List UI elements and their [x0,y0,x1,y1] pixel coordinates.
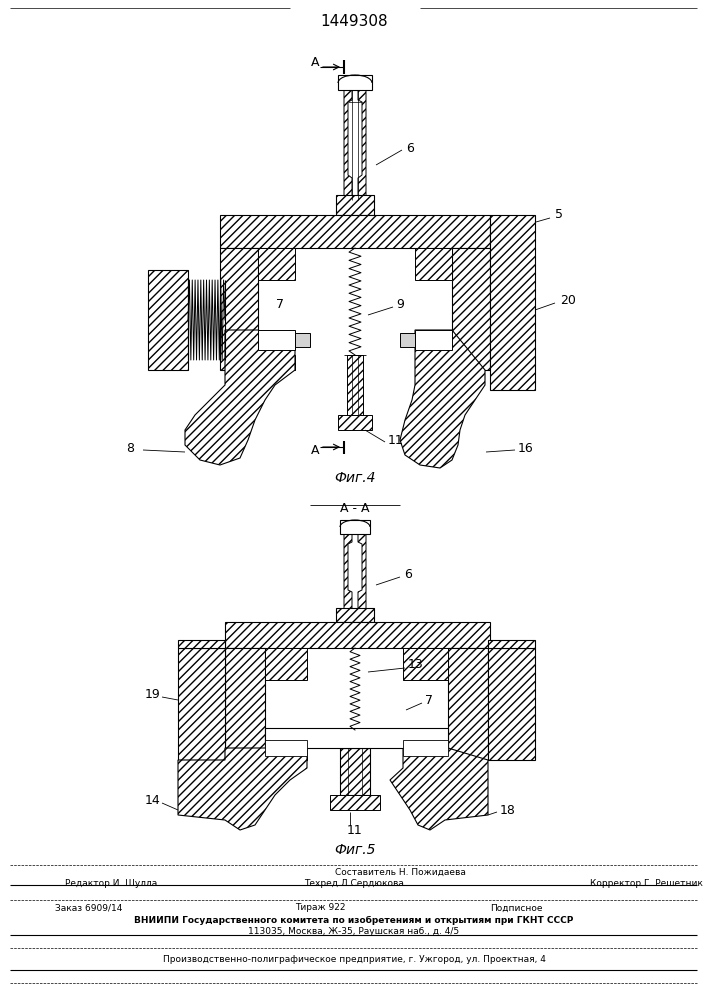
Text: Заказ 6909/14: Заказ 6909/14 [55,904,122,912]
Polygon shape [415,330,452,350]
Text: 6: 6 [404,568,412,582]
Polygon shape [358,534,366,610]
Polygon shape [178,648,225,760]
Text: A: A [311,444,320,456]
Polygon shape [220,215,490,248]
Polygon shape [265,728,448,748]
Polygon shape [403,740,448,756]
Polygon shape [488,640,535,648]
Text: Тираж 922: Тираж 922 [295,904,345,912]
Polygon shape [400,333,415,347]
Polygon shape [403,648,448,680]
Polygon shape [390,748,488,830]
Polygon shape [225,622,490,648]
Polygon shape [225,648,265,760]
Polygon shape [178,748,307,830]
Text: Производственно-полиграфическое предприятие, г. Ужгород, ул. Проектная, 4: Производственно-полиграфическое предприя… [163,956,545,964]
Polygon shape [178,640,225,648]
Text: 9: 9 [396,298,404,312]
Text: 5: 5 [555,209,563,222]
Text: 1449308: 1449308 [320,14,388,29]
Polygon shape [490,215,535,390]
Polygon shape [258,355,295,370]
Text: A - A: A - A [340,502,370,514]
Polygon shape [344,90,352,200]
Polygon shape [265,648,307,680]
Polygon shape [336,608,374,622]
Polygon shape [358,90,366,200]
Text: Редактор И. Шулла: Редактор И. Шулла [65,879,157,888]
Polygon shape [403,730,448,760]
Text: A: A [311,55,320,68]
Polygon shape [336,195,374,215]
Polygon shape [415,355,452,370]
Polygon shape [295,333,310,347]
Text: 6: 6 [406,141,414,154]
Text: 11: 11 [347,824,363,836]
Text: 11: 11 [388,434,404,446]
Polygon shape [452,248,490,370]
Text: 16: 16 [518,442,534,454]
Text: 20: 20 [560,294,576,306]
Polygon shape [340,748,370,795]
Text: 13: 13 [408,658,423,672]
Polygon shape [148,270,188,370]
Text: 113035, Москва, Ж-35, Раушская наб., д. 4/5: 113035, Москва, Ж-35, Раушская наб., д. … [248,926,460,936]
Polygon shape [265,730,307,760]
Text: Корректор Г. Решетник: Корректор Г. Решетник [590,879,703,888]
Text: Фиг.5: Фиг.5 [334,843,375,857]
Text: 14: 14 [144,794,160,806]
Polygon shape [338,415,372,430]
Polygon shape [338,75,372,90]
Polygon shape [330,795,380,810]
Text: Фиг.4: Фиг.4 [334,471,375,485]
Text: 7: 7 [425,694,433,706]
Polygon shape [265,740,307,756]
Text: Составитель Н. Пожидаева: Составитель Н. Пожидаева [334,867,465,876]
Polygon shape [220,248,258,370]
Text: Техред Л.Сердюкова: Техред Л.Сердюкова [304,879,404,888]
Polygon shape [488,648,535,760]
Polygon shape [400,330,485,468]
Text: 18: 18 [500,804,516,816]
Polygon shape [347,355,363,415]
Polygon shape [340,520,370,534]
Polygon shape [344,534,352,610]
Polygon shape [448,648,488,760]
Text: 7: 7 [276,298,284,312]
Polygon shape [258,248,295,280]
Text: Подписное: Подписное [490,904,542,912]
Text: ВНИИПИ Государственного комитета по изобретениям и открытиям при ГКНТ СССР: ВНИИПИ Государственного комитета по изоб… [134,915,573,925]
Polygon shape [185,330,295,465]
Text: 19: 19 [144,688,160,702]
Text: 8: 8 [126,442,134,454]
Polygon shape [258,330,295,350]
Polygon shape [415,248,452,280]
